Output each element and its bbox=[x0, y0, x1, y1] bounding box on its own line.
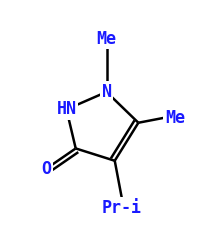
Text: Me: Me bbox=[165, 109, 185, 127]
Text: HN: HN bbox=[57, 100, 76, 118]
Text: Pr-i: Pr-i bbox=[102, 199, 142, 217]
Text: N: N bbox=[101, 83, 112, 101]
Text: Me: Me bbox=[96, 30, 116, 48]
Text: O: O bbox=[41, 160, 51, 178]
